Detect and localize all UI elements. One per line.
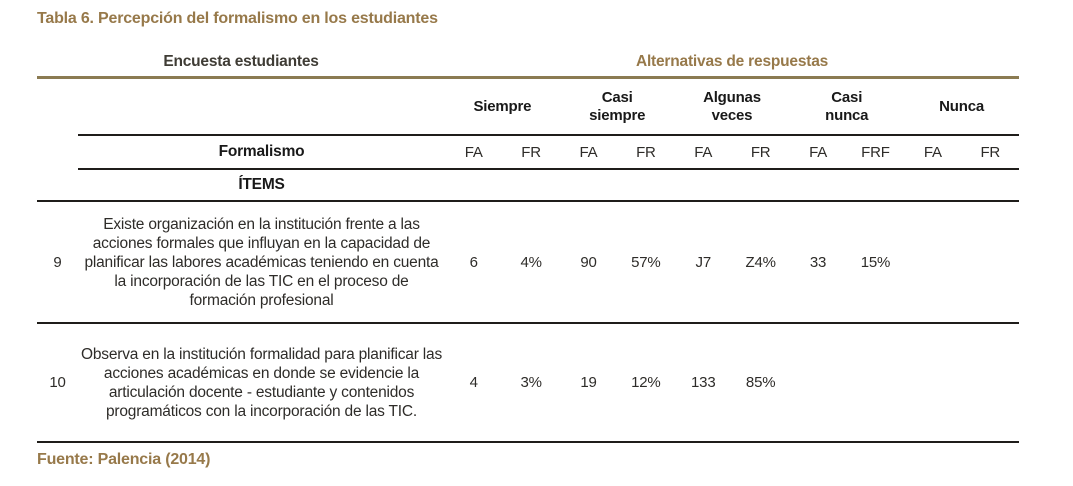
sub-header-fa: FA [789, 135, 847, 170]
value-cell: 19 [559, 323, 618, 443]
value-cell: 85% [731, 323, 790, 443]
sub-header-fa: FA [559, 135, 618, 170]
value-cell [846, 323, 905, 443]
empty-cell [445, 169, 1019, 202]
table-row: Formalismo FA FR FA FR FA FR FA FRF FA F… [37, 135, 1019, 170]
value-cell [961, 201, 1019, 324]
empty-cell [37, 135, 78, 169]
row-header-formalismo: Formalismo [78, 135, 445, 170]
sub-header-fa: FA [674, 135, 732, 170]
col-header-casi-nunca: Casi nunca [789, 77, 905, 136]
header-alternativas-respuestas: Alternativas de respuestas [445, 43, 1019, 79]
value-cell: 15% [846, 201, 905, 324]
item-number: 9 [37, 201, 78, 324]
sub-header-fa: FA [904, 135, 962, 170]
document-page: Tabla 6. Percepción del formalismo en lo… [0, 10, 1073, 486]
sub-header-fr: FR [731, 135, 790, 170]
value-cell: 6 [445, 201, 503, 324]
value-cell: 133 [674, 323, 732, 443]
item-number: 10 [37, 323, 78, 443]
item-description: Observa en la institución formalidad par… [78, 323, 445, 443]
item-description: Existe organización en la institución fr… [78, 201, 445, 324]
table-row: Siempre Casi siempre Algunas veces Casi … [37, 77, 1019, 136]
empty-cell [37, 78, 78, 136]
sub-header-fr: FR [502, 135, 560, 170]
value-cell [961, 323, 1019, 443]
sub-header-fr: FR [961, 135, 1019, 170]
table-row: ÍTEMS [37, 169, 1019, 202]
col-header-nunca: Nunca [904, 77, 1019, 136]
table-title: Tabla 6. Percepción del formalismo en lo… [37, 10, 438, 27]
col-header-siempre: Siempre [445, 77, 560, 136]
value-cell: 4 [445, 323, 503, 443]
value-cell [789, 323, 847, 443]
value-cell: 4% [502, 201, 560, 324]
value-cell [904, 201, 962, 324]
table-row: Encuesta estudiantes Alternativas de res… [37, 43, 1019, 79]
sub-header-frf: FRF [846, 135, 905, 170]
sub-header-fa: FA [445, 135, 503, 170]
value-cell: 57% [617, 201, 675, 324]
value-cell [904, 323, 962, 443]
value-cell: Z4% [731, 201, 790, 324]
sub-header-fr: FR [617, 135, 675, 170]
row-header-items: ÍTEMS [78, 169, 445, 202]
table-row-item-10: 10 Observa en la institución formalidad … [37, 323, 1019, 443]
perception-table: Encuesta estudiantes Alternativas de res… [37, 43, 1019, 443]
empty-cell [37, 169, 78, 202]
value-cell: J7 [674, 201, 732, 324]
value-cell: 3% [502, 323, 560, 443]
value-cell: 12% [617, 323, 675, 443]
header-encuesta-estudiantes: Encuesta estudiantes [37, 43, 445, 79]
col-header-casi-siempre: Casi siempre [559, 77, 675, 136]
value-cell: 33 [789, 201, 847, 324]
col-header-algunas-veces: Algunas veces [674, 77, 790, 136]
table-row-item-9: 9 Existe organización en la institución … [37, 201, 1019, 324]
empty-cell [78, 77, 445, 136]
source-note: Fuente: Palencia (2014) [37, 451, 211, 468]
value-cell: 90 [559, 201, 618, 324]
